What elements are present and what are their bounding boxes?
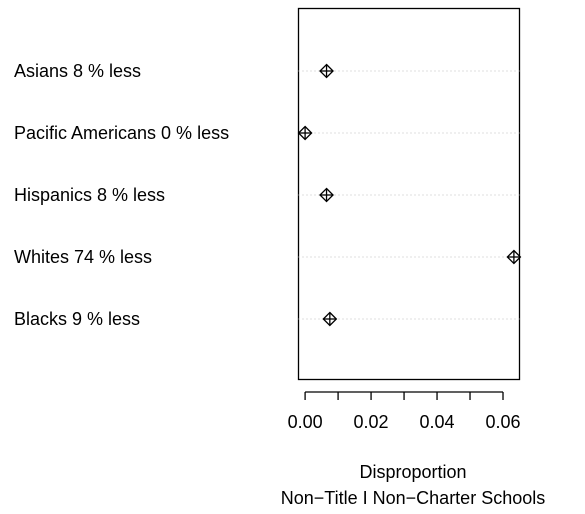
category-label: Pacific Americans 0 % less <box>14 123 229 143</box>
data-point <box>319 63 334 79</box>
x-axis-title: Disproportion <box>359 462 466 482</box>
x-axis-subtitle: Non−Title I Non−Charter Schools <box>281 488 545 508</box>
data-point <box>322 311 338 327</box>
data-point <box>319 187 334 203</box>
category-label: Blacks 9 % less <box>14 309 140 329</box>
x-tick-label: 0.02 <box>354 412 389 432</box>
category-labels: Asians 8 % less Pacific Americans 0 % les… <box>14 61 229 329</box>
plot-frame <box>297 7 521 381</box>
category-label: Asians 8 % less <box>14 61 141 81</box>
data-points <box>297 63 522 327</box>
x-tick-label: 0.00 <box>288 412 323 432</box>
category-label: Whites 74 % less <box>14 247 152 267</box>
x-tick-label: 0.04 <box>420 412 455 432</box>
x-axis: 0.00 0.02 0.04 0.06 <box>288 391 521 432</box>
data-point <box>506 249 522 265</box>
x-tick-label: 0.06 <box>485 412 520 432</box>
data-point <box>297 125 313 141</box>
category-label: Hispanics 8 % less <box>14 185 165 205</box>
